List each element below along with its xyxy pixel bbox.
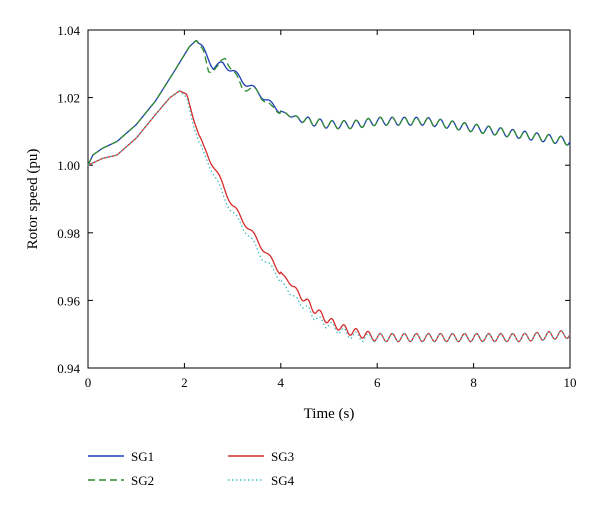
y-tick-label: 1.04 <box>57 23 80 38</box>
series-line-sg3 <box>87 90 571 343</box>
x-tick-label: 4 <box>278 375 285 390</box>
axis-ticks: 0 2 4 6 8 10 0.94 0.96 0.98 1.00 1.02 1.04 <box>57 23 576 390</box>
series-line-sg1 <box>87 39 571 166</box>
x-tick-label: 8 <box>470 375 477 390</box>
legend-label-sg3: SG3 <box>271 449 294 464</box>
legend: SG1 SG2 SG3 SG4 <box>88 449 295 488</box>
y-axis-label: Rotor speed (pu) <box>25 149 41 250</box>
y-tick-label: 0.94 <box>57 361 80 376</box>
y-tick-label: 1.02 <box>57 91 80 106</box>
y-tick-label: 0.96 <box>57 293 80 308</box>
series-line-sg2 <box>87 39 571 166</box>
y-tick-label: 1.00 <box>57 158 80 173</box>
x-tick-label: 6 <box>374 375 381 390</box>
x-tick-label: 2 <box>181 375 188 390</box>
series-line-sg4 <box>87 90 571 343</box>
series-layer <box>87 39 571 343</box>
legend-label-sg4: SG4 <box>271 473 295 488</box>
plot-frame <box>87 29 571 369</box>
legend-label-sg1: SG1 <box>131 449 154 464</box>
y-tick-label: 0.98 <box>57 226 80 241</box>
x-tick-label: 0 <box>85 375 92 390</box>
legend-label-sg2: SG2 <box>131 473 154 488</box>
x-axis-label: Time (s) <box>304 406 355 422</box>
x-tick-label: 10 <box>564 375 577 390</box>
